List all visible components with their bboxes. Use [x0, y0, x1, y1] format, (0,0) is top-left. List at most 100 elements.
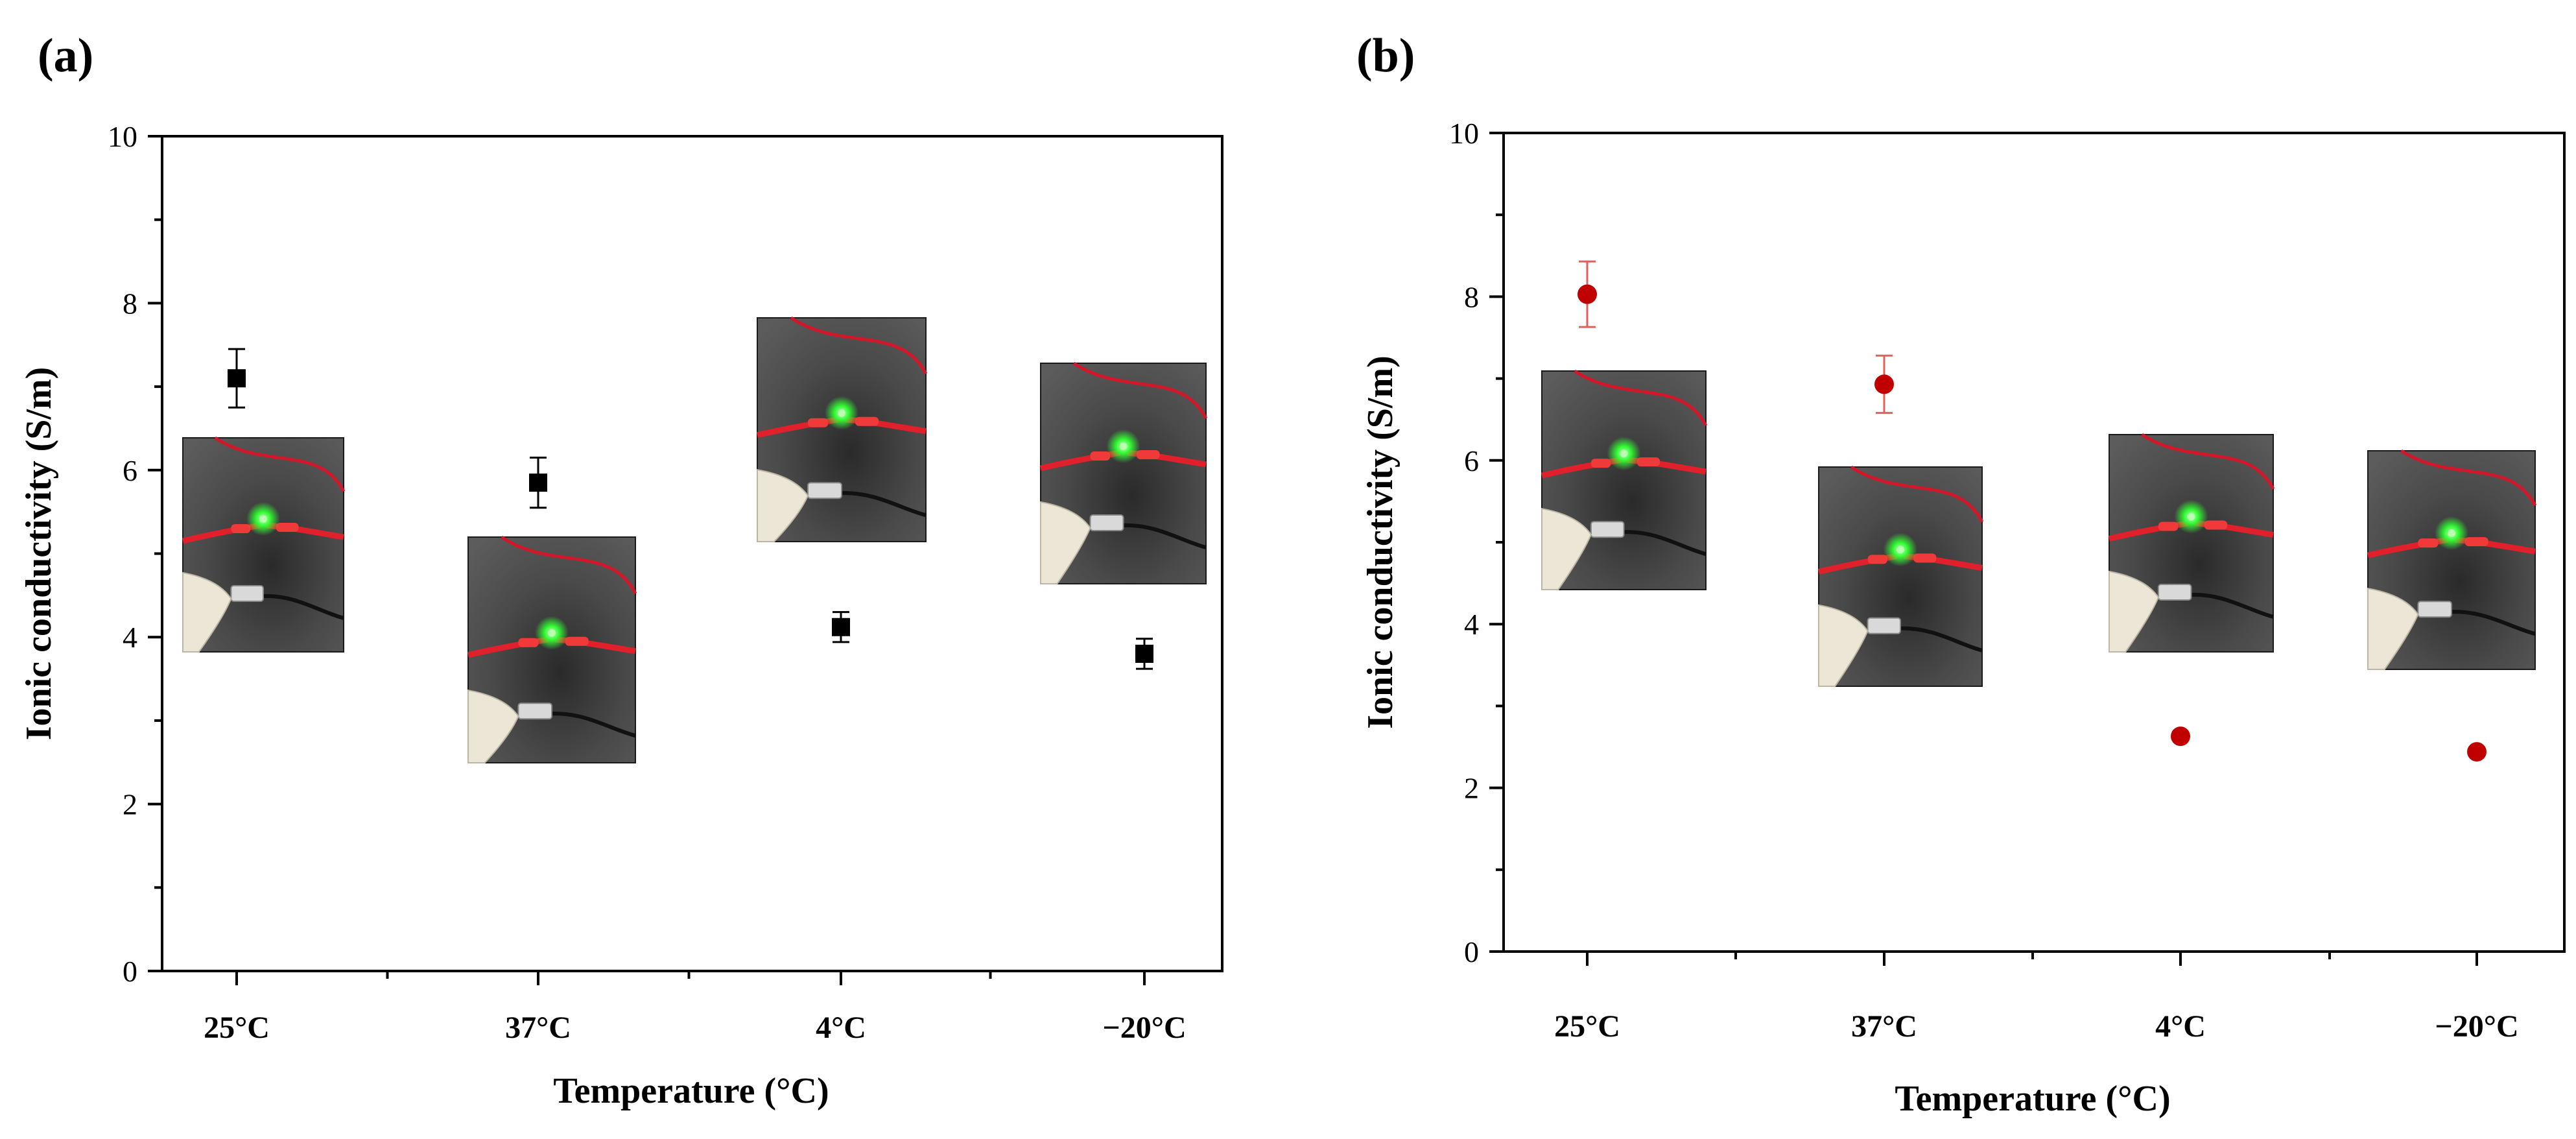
red-clip-left: [1867, 555, 1887, 564]
connector: [1590, 521, 1625, 538]
green-led: [2187, 512, 2195, 521]
y-axis-title: Ionic conductivity (S/m): [19, 367, 59, 741]
x-category-label: 25°C: [204, 1011, 270, 1045]
green-led: [1897, 546, 1904, 554]
y-tick-label: 6: [123, 454, 137, 487]
photo-border: [182, 437, 344, 653]
y-tick-label: 2: [123, 788, 137, 821]
red-wire-back: [1850, 465, 1984, 523]
black-wire: [841, 491, 927, 518]
gloved-hand: [1818, 604, 1869, 687]
gloved-hand: [757, 469, 809, 542]
gloved-hand: [1040, 501, 1091, 584]
inset-photo: [2108, 433, 2275, 653]
data-point: [832, 617, 850, 636]
inset-photo: [1039, 361, 1208, 584]
red-clip-right: [1913, 553, 1937, 563]
red-wire-back: [2400, 449, 2537, 507]
y-tick-label: 4: [123, 621, 137, 654]
green-led: [259, 515, 267, 523]
photo-border: [1818, 466, 1983, 687]
connector: [807, 482, 842, 499]
x-category-label: −20°C: [1102, 1011, 1186, 1045]
data-point: [529, 474, 547, 492]
red-clip-right: [2204, 520, 2228, 530]
y-tick-label: 10: [1449, 117, 1479, 150]
green-led: [838, 409, 845, 417]
x-axis-title: Temperature (°C): [1895, 1079, 2170, 1119]
red-clip-right: [2464, 537, 2488, 547]
x-category-label: −20°C: [2435, 1009, 2518, 1044]
panel-label: (a): [38, 29, 93, 82]
inset-photo: [1541, 369, 1708, 590]
photo-border: [2109, 434, 2274, 653]
chart-panel-b: (b) 0 2 4 6 8 10 25°C 37°C 4°C −20°C Temperature (°…: [1356, 29, 2566, 1119]
green-led: [2448, 529, 2455, 538]
black-wire: [1900, 626, 1983, 653]
x-category-label: 37°C: [1851, 1009, 1917, 1044]
gloved-hand: [2109, 570, 2160, 653]
red-clip-left: [808, 418, 829, 427]
x-category-label: 4°C: [816, 1011, 866, 1045]
y-tick-label: 8: [1464, 280, 1479, 313]
red-wire-back: [2141, 433, 2275, 490]
photo-border: [1040, 363, 1207, 584]
data-point: [1874, 374, 1894, 394]
red-clip-left: [231, 524, 251, 533]
black-wire: [263, 593, 344, 620]
red-clip-right: [855, 416, 879, 426]
green-led: [548, 629, 556, 637]
x-category-label: 37°C: [505, 1011, 571, 1045]
red-clip-left: [1090, 451, 1111, 461]
data-point: [2467, 742, 2487, 762]
red-wire-back: [1072, 361, 1208, 420]
red-wire-back: [1574, 369, 1708, 427]
inset-photo: [756, 316, 928, 542]
photo-border: [2367, 450, 2536, 670]
gloved-hand: [2367, 588, 2419, 670]
black-wire: [2451, 610, 2536, 636]
y-axis-title: Ionic conductivity (S/m): [1360, 355, 1400, 729]
y-tick-label: 0: [123, 955, 137, 988]
connector: [1089, 514, 1124, 531]
green-led: [1119, 442, 1128, 450]
x-category-label: 4°C: [2155, 1009, 2206, 1044]
x-category-label: 25°C: [1554, 1009, 1620, 1044]
photo-border: [1541, 370, 1707, 590]
gloved-hand: [467, 689, 519, 763]
black-wire: [2191, 592, 2274, 619]
green-led: [1620, 450, 1628, 458]
data-point: [228, 369, 246, 388]
inset-photo: [467, 535, 637, 763]
red-wire-back: [501, 535, 637, 595]
red-wire-back: [214, 436, 346, 492]
y-tick-label: 0: [1464, 935, 1479, 968]
red-clip-right: [276, 523, 299, 532]
inset-photo: [2367, 449, 2537, 670]
red-clip-left: [1590, 459, 1611, 468]
red-clip-right: [1136, 450, 1160, 459]
inset-photo: [1817, 465, 1984, 687]
y-tick-label: 4: [1464, 608, 1479, 641]
connector: [1867, 617, 1902, 634]
x-axis-title: Temperature (°C): [553, 1071, 829, 1111]
red-clip-right: [565, 636, 589, 646]
gloved-hand: [1541, 508, 1592, 590]
y-tick-label: 8: [123, 287, 137, 320]
panel-label: (b): [1356, 29, 1415, 82]
connector: [230, 585, 264, 602]
y-tick-label: 10: [108, 120, 137, 153]
data-point: [1135, 644, 1153, 663]
connector: [517, 702, 553, 720]
data-point: [2171, 726, 2190, 747]
y-tick-label: 2: [1464, 772, 1479, 805]
chart-panel-a: (a) 0 2 4 6 8 10 25°C 37°C 4°C −20°C Temperature (°…: [19, 29, 1223, 1111]
gloved-hand: [182, 571, 232, 653]
red-clip-left: [2158, 522, 2179, 531]
black-wire: [551, 712, 636, 738]
red-wire-back: [790, 316, 928, 375]
connector: [2417, 601, 2452, 618]
data-point: [1578, 284, 1597, 304]
red-clip-right: [1637, 457, 1660, 467]
